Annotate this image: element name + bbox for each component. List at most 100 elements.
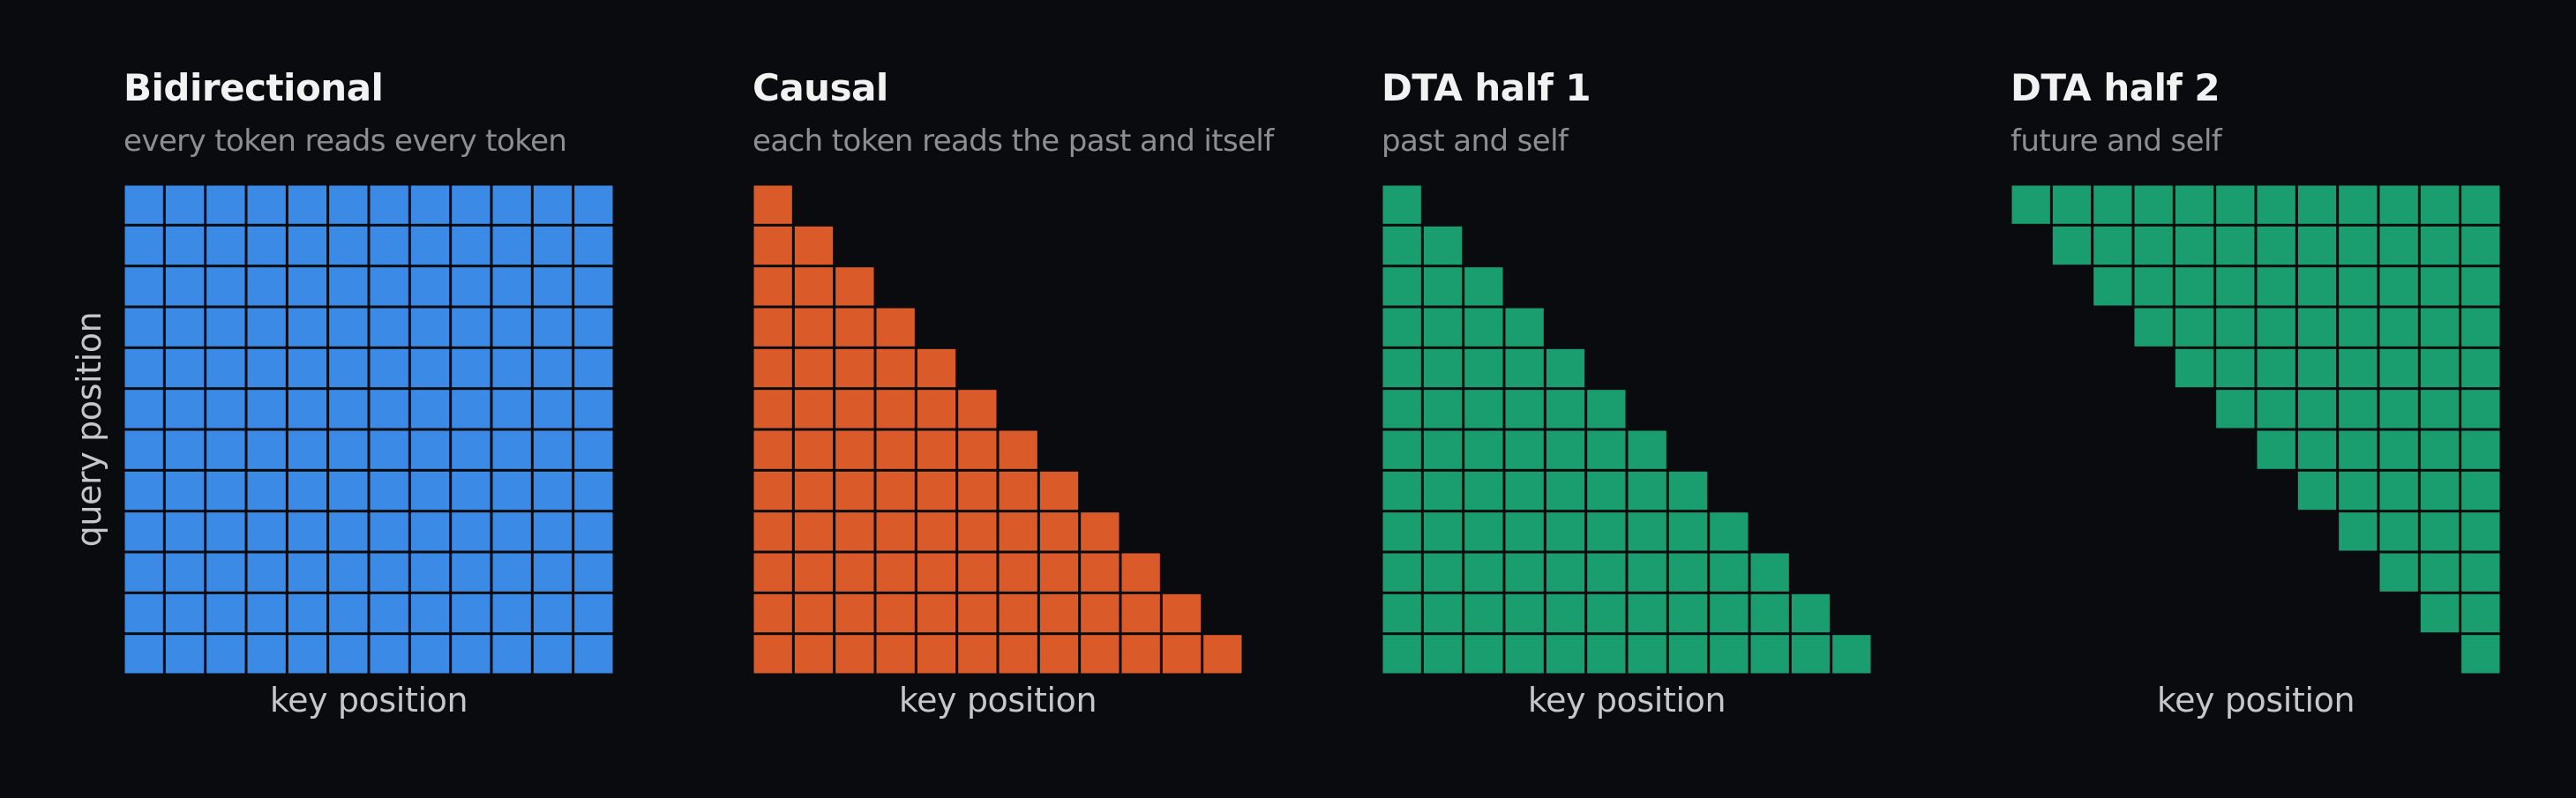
mask-cell-q1-k10: [533, 226, 573, 265]
mask-cell-q0-k5: [329, 185, 368, 224]
mask-cell-q0-k10: [533, 185, 573, 224]
mask-cell-q7-k3: [247, 471, 286, 511]
mask-cell-q6-k3: [247, 430, 286, 469]
mask-cell-q7-k4: [1546, 471, 1585, 511]
mask-cell-q10-k11: [574, 593, 613, 633]
mask-cell-q11-k7: [1668, 635, 1708, 674]
mask-cell-q9-k11: [2461, 553, 2500, 592]
mask-cell-q4-k1: [1423, 348, 1463, 388]
mask-cell-q10-k8: [1710, 593, 1749, 633]
mask-cell-q7-k7: [1668, 471, 1708, 511]
mask-cell-q5-k8: [452, 390, 490, 429]
mask-cell-q5-k5: [329, 390, 368, 429]
mask-cell-q7-k11: [2461, 471, 2500, 511]
mask-cell-q10-k7: [410, 593, 450, 633]
mask-cell-q6-k4: [288, 430, 327, 469]
mask-cell-q2-k3: [247, 267, 286, 306]
mask-cell-q1-k9: [2379, 226, 2418, 265]
mask-cell-q5-k11: [2461, 390, 2500, 429]
mask-cell-q6-k0: [1382, 430, 1421, 469]
mask-cell-q10-k1: [165, 593, 205, 633]
mask-cell-q9-k5: [329, 553, 368, 592]
mask-cell-q1-k2: [2093, 226, 2132, 265]
mask-cell-q10-k4: [917, 593, 956, 633]
mask-cell-q8-k2: [835, 512, 874, 551]
mask-cell-q8-k1: [165, 512, 205, 551]
mask-cell-q10-k6: [370, 593, 408, 633]
mask-cell-q11-k9: [492, 635, 531, 674]
mask-cell-q5-k6: [2257, 390, 2295, 429]
mask-cell-q2-k7: [410, 267, 450, 306]
mask-cell-q4-k3: [247, 348, 286, 388]
mask-cell-q8-k6: [370, 512, 408, 551]
panel-subtitle: past and self: [1382, 123, 1569, 159]
mask-cell-q11-k11: [1203, 635, 1242, 674]
mask-cell-q8-k11: [2461, 512, 2500, 551]
mask-cell-q6-k11: [574, 430, 613, 469]
mask-cell-q7-k1: [165, 471, 205, 511]
mask-cell-q10-k2: [1464, 593, 1503, 633]
mask-cell-q10-k1: [794, 593, 834, 633]
mask-cell-q4-k2: [206, 348, 245, 388]
mask-cell-q11-k2: [835, 635, 874, 674]
panel-title: Causal: [753, 66, 888, 109]
mask-cell-q2-k1: [1423, 267, 1463, 306]
mask-cell-q7-k5: [1587, 471, 1626, 511]
mask-cell-q9-k2: [1464, 553, 1503, 592]
mask-cell-q8-k8: [2339, 512, 2378, 551]
panel-bidirectional: Bidirectional every token reads every to…: [124, 0, 618, 798]
mask-cell-q9-k6: [1628, 553, 1666, 592]
mask-cell-q0-k4: [2175, 185, 2214, 224]
mask-cell-q9-k9: [1750, 553, 1789, 592]
mask-cell-q10-k8: [1081, 593, 1120, 633]
mask-cell-q7-k8: [452, 471, 490, 511]
mask-cell-q7-k4: [917, 471, 956, 511]
mask-cell-q11-k11: [2461, 635, 2500, 674]
mask-cell-q4-k4: [917, 348, 956, 388]
mask-cell-q6-k10: [2420, 430, 2460, 469]
mask-cell-q5-k4: [1546, 390, 1585, 429]
mask-cell-q1-k2: [206, 226, 245, 265]
mask-cell-q7-k4: [288, 471, 327, 511]
mask-cell-q8-k5: [329, 512, 368, 551]
mask-cell-q10-k10: [1791, 593, 1831, 633]
mask-cell-q10-k3: [1505, 593, 1544, 633]
mask-cell-q2-k2: [2093, 267, 2132, 306]
mask-cell-q7-k3: [876, 471, 915, 511]
mask-cell-q9-k9: [1121, 553, 1160, 592]
mask-cell-q7-k10: [533, 471, 573, 511]
mask-cell-q4-k7: [2297, 348, 2337, 388]
mask-cell-q8-k0: [753, 512, 792, 551]
mask-cell-q3-k2: [206, 308, 245, 347]
mask-cell-q10-k0: [753, 593, 792, 633]
mask-cell-q10-k10: [2420, 593, 2460, 633]
mask-cell-q9-k0: [753, 553, 792, 592]
mask-cell-q8-k5: [1587, 512, 1626, 551]
panel-dta-half-1: DTA half 1 past and self key position: [1382, 0, 1876, 798]
mask-cell-q8-k3: [876, 512, 915, 551]
mask-cell-q11-k11: [574, 635, 613, 674]
mask-cell-q0-k0: [124, 185, 163, 224]
mask-cell-q10-k7: [1668, 593, 1708, 633]
mask-cell-q6-k0: [124, 430, 163, 469]
mask-cell-q4-k1: [794, 348, 834, 388]
mask-cell-q11-k3: [876, 635, 915, 674]
mask-cell-q9-k1: [1423, 553, 1463, 592]
mask-cell-q7-k5: [329, 471, 368, 511]
mask-cell-q0-k0: [2011, 185, 2050, 224]
mask-cell-q2-k5: [329, 267, 368, 306]
mask-cell-q8-k7: [1039, 512, 1079, 551]
mask-cell-q9-k11: [574, 553, 613, 592]
mask-cell-q8-k5: [958, 512, 997, 551]
mask-cell-q0-k9: [2379, 185, 2418, 224]
mask-cell-q8-k10: [533, 512, 573, 551]
mask-cell-q11-k3: [247, 635, 286, 674]
mask-cell-q2-k2: [206, 267, 245, 306]
mask-cell-q2-k8: [452, 267, 490, 306]
mask-cell-q6-k4: [917, 430, 956, 469]
mask-cell-q10-k6: [1628, 593, 1666, 633]
mask-cell-q4-k9: [2379, 348, 2418, 388]
x-axis-label: key position: [269, 681, 468, 720]
mask-cell-q1-k1: [2052, 226, 2092, 265]
mask-cell-q0-k1: [165, 185, 205, 224]
